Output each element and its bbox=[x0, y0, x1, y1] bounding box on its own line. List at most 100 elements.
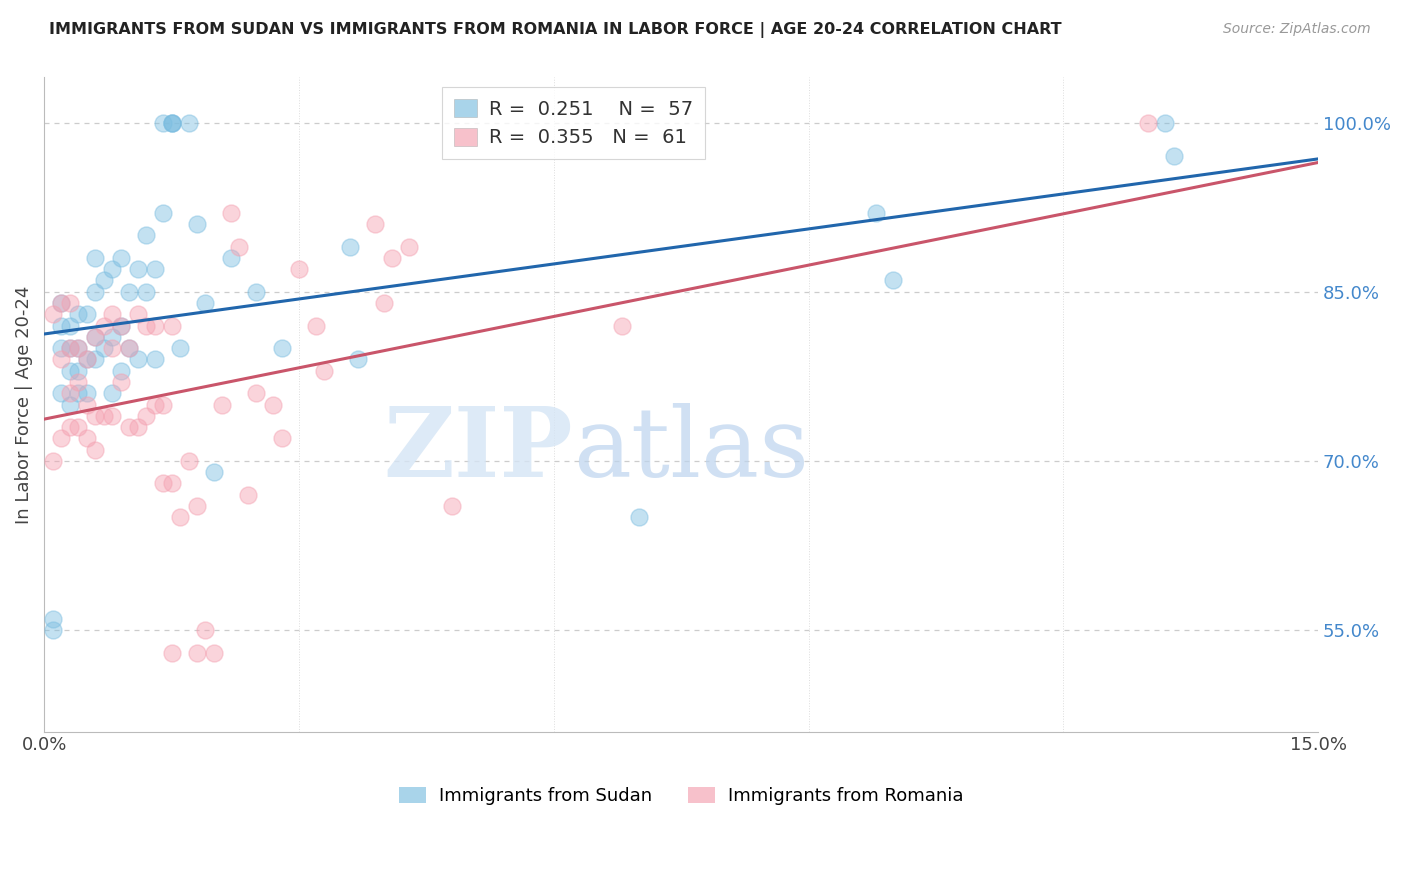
Text: ZIP: ZIP bbox=[384, 403, 572, 498]
Point bbox=[76, 307, 98, 321]
Point bbox=[152, 115, 174, 129]
Point bbox=[49, 386, 72, 401]
Point bbox=[58, 318, 80, 333]
Point bbox=[160, 476, 183, 491]
Point bbox=[49, 318, 72, 333]
Point bbox=[865, 206, 887, 220]
Point bbox=[169, 510, 191, 524]
Point bbox=[186, 217, 208, 231]
Point bbox=[160, 115, 183, 129]
Point bbox=[41, 307, 63, 321]
Point bbox=[169, 341, 191, 355]
Text: Source: ZipAtlas.com: Source: ZipAtlas.com bbox=[1223, 22, 1371, 37]
Point bbox=[41, 623, 63, 637]
Point bbox=[1163, 149, 1185, 163]
Point bbox=[93, 273, 115, 287]
Point bbox=[135, 228, 157, 243]
Y-axis label: In Labor Force | Age 20-24: In Labor Force | Age 20-24 bbox=[15, 285, 32, 524]
Point bbox=[882, 273, 904, 287]
Point bbox=[373, 296, 395, 310]
Point bbox=[381, 251, 404, 265]
Point bbox=[58, 364, 80, 378]
Point bbox=[110, 318, 132, 333]
Point bbox=[84, 330, 107, 344]
Point bbox=[101, 386, 124, 401]
Point bbox=[236, 488, 259, 502]
Point bbox=[219, 251, 242, 265]
Point bbox=[101, 307, 124, 321]
Point bbox=[84, 251, 107, 265]
Point bbox=[118, 285, 141, 299]
Point bbox=[160, 115, 183, 129]
Point bbox=[194, 623, 217, 637]
Point bbox=[67, 364, 90, 378]
Point bbox=[84, 352, 107, 367]
Point bbox=[58, 420, 80, 434]
Point bbox=[440, 499, 463, 513]
Point bbox=[143, 398, 166, 412]
Point bbox=[127, 307, 149, 321]
Point bbox=[101, 330, 124, 344]
Point bbox=[194, 296, 217, 310]
Point bbox=[127, 262, 149, 277]
Point bbox=[93, 409, 115, 423]
Text: IMMIGRANTS FROM SUDAN VS IMMIGRANTS FROM ROMANIA IN LABOR FORCE | AGE 20-24 CORR: IMMIGRANTS FROM SUDAN VS IMMIGRANTS FROM… bbox=[49, 22, 1062, 38]
Point bbox=[118, 341, 141, 355]
Point bbox=[110, 251, 132, 265]
Point bbox=[143, 318, 166, 333]
Point bbox=[93, 341, 115, 355]
Point bbox=[93, 318, 115, 333]
Point bbox=[58, 296, 80, 310]
Point bbox=[262, 398, 284, 412]
Point bbox=[135, 285, 157, 299]
Point bbox=[67, 307, 90, 321]
Point bbox=[127, 420, 149, 434]
Point bbox=[186, 499, 208, 513]
Point bbox=[67, 420, 90, 434]
Point bbox=[110, 375, 132, 389]
Point bbox=[58, 341, 80, 355]
Point bbox=[76, 352, 98, 367]
Point bbox=[41, 612, 63, 626]
Point bbox=[101, 341, 124, 355]
Point bbox=[67, 341, 90, 355]
Text: atlas: atlas bbox=[572, 403, 808, 498]
Point bbox=[84, 442, 107, 457]
Point bbox=[58, 386, 80, 401]
Point bbox=[135, 409, 157, 423]
Point bbox=[143, 262, 166, 277]
Point bbox=[58, 341, 80, 355]
Point bbox=[76, 352, 98, 367]
Point bbox=[110, 318, 132, 333]
Point bbox=[41, 454, 63, 468]
Point bbox=[49, 341, 72, 355]
Point bbox=[271, 341, 294, 355]
Point bbox=[58, 398, 80, 412]
Point bbox=[152, 476, 174, 491]
Point bbox=[347, 352, 370, 367]
Point bbox=[610, 318, 633, 333]
Point bbox=[101, 409, 124, 423]
Point bbox=[288, 262, 311, 277]
Point bbox=[76, 431, 98, 445]
Point bbox=[271, 431, 294, 445]
Point bbox=[67, 341, 90, 355]
Point bbox=[398, 239, 420, 253]
Point bbox=[627, 510, 650, 524]
Point bbox=[177, 115, 200, 129]
Point bbox=[118, 420, 141, 434]
Point bbox=[219, 206, 242, 220]
Point bbox=[101, 262, 124, 277]
Point bbox=[1137, 115, 1160, 129]
Legend: Immigrants from Sudan, Immigrants from Romania: Immigrants from Sudan, Immigrants from R… bbox=[392, 780, 970, 813]
Point bbox=[186, 646, 208, 660]
Point bbox=[314, 364, 336, 378]
Point bbox=[1154, 115, 1177, 129]
Point bbox=[152, 398, 174, 412]
Point bbox=[245, 386, 267, 401]
Point bbox=[152, 206, 174, 220]
Point bbox=[49, 296, 72, 310]
Point bbox=[118, 341, 141, 355]
Point bbox=[84, 330, 107, 344]
Point bbox=[84, 285, 107, 299]
